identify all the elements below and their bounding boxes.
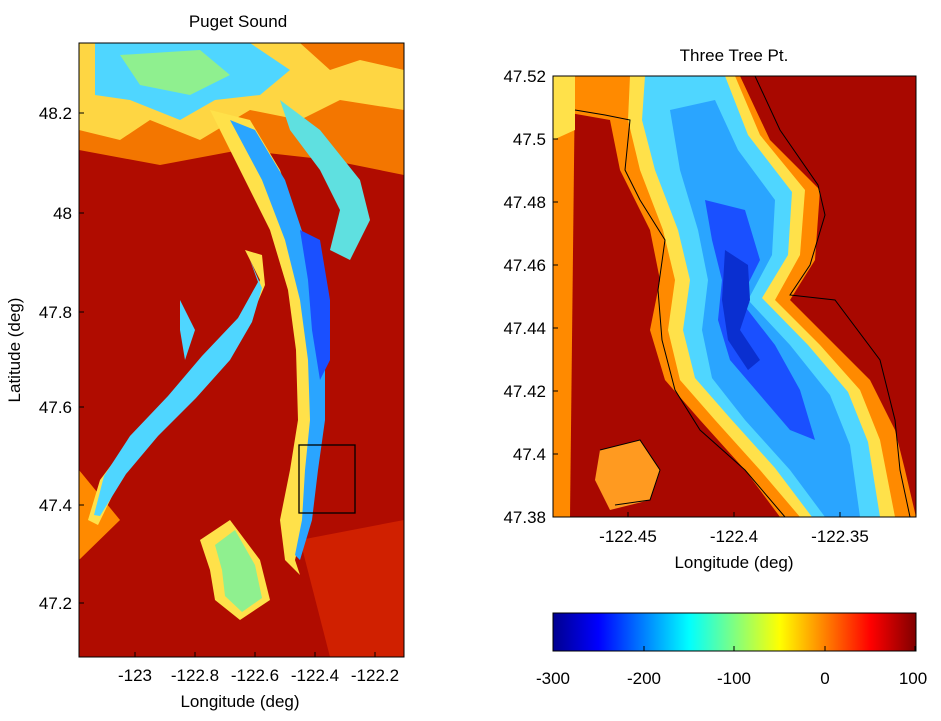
left-ytick-label: 48.2 bbox=[39, 104, 72, 123]
right-xtick-label: -122.45 bbox=[599, 527, 657, 546]
colorbar-gradient bbox=[552, 612, 917, 652]
left-x-axis-label: Longitude (deg) bbox=[180, 692, 299, 711]
colorbar-tick-label: -200 bbox=[627, 669, 661, 688]
left-ytick-label: 47.6 bbox=[39, 398, 72, 417]
right-ytick-label: 47.4 bbox=[513, 445, 546, 464]
right-ytick-label: 47.38 bbox=[503, 508, 546, 527]
colorbar-tick-label: 100 bbox=[899, 669, 927, 688]
left-x-ticks: -123 -122.8 -122.6 -122.4 -122.2 bbox=[118, 652, 399, 685]
left-xtick-label: -123 bbox=[118, 666, 152, 685]
colorbar-tick-label: -300 bbox=[536, 669, 570, 688]
right-ytick-label: 47.5 bbox=[513, 130, 546, 149]
right-ytick-label: 47.48 bbox=[503, 193, 546, 212]
left-ytick-label: 47.2 bbox=[39, 594, 72, 613]
right-xtick-label: -122.35 bbox=[811, 527, 869, 546]
right-x-axis-label: Longitude (deg) bbox=[674, 553, 793, 572]
right-ytick-label: 47.46 bbox=[503, 256, 546, 275]
left-y-axis-label: Latitude (deg) bbox=[5, 298, 24, 403]
left-xtick-label: -122.2 bbox=[351, 666, 399, 685]
right-ytick-label: 47.44 bbox=[503, 319, 546, 338]
right-y-ticks: 47.52 47.5 47.48 47.46 47.44 47.42 47.4 … bbox=[503, 67, 558, 527]
left-xtick-label: -122.4 bbox=[291, 666, 339, 685]
right-panel-title: Three Tree Pt. bbox=[680, 46, 789, 65]
right-x-ticks: -122.45 -122.4 -122.35 bbox=[599, 512, 869, 546]
left-panel-title: Puget Sound bbox=[189, 12, 287, 31]
colorbar-tick-label: 0 bbox=[820, 669, 829, 688]
left-xtick-label: -122.6 bbox=[231, 666, 279, 685]
left-ytick-label: 48 bbox=[53, 204, 72, 223]
right-ytick-label: 47.52 bbox=[503, 67, 546, 86]
left-axes-frame bbox=[78, 42, 405, 658]
inset-box bbox=[298, 444, 356, 514]
colorbar-tick-label: -100 bbox=[717, 669, 751, 688]
puget-sound-map bbox=[79, 43, 404, 657]
right-xtick-label: -122.4 bbox=[710, 527, 758, 546]
right-ytick-label: 47.42 bbox=[503, 382, 546, 401]
left-ytick-label: 47.4 bbox=[39, 496, 72, 515]
left-ytick-label: 47.8 bbox=[39, 303, 72, 322]
three-tree-point-map bbox=[553, 76, 916, 517]
left-xtick-label: -122.8 bbox=[171, 666, 219, 685]
left-y-ticks: 48.2 48 47.8 47.6 47.4 47.2 bbox=[39, 104, 84, 613]
colorbar: -300 -200 -100 0 100 bbox=[536, 612, 927, 688]
